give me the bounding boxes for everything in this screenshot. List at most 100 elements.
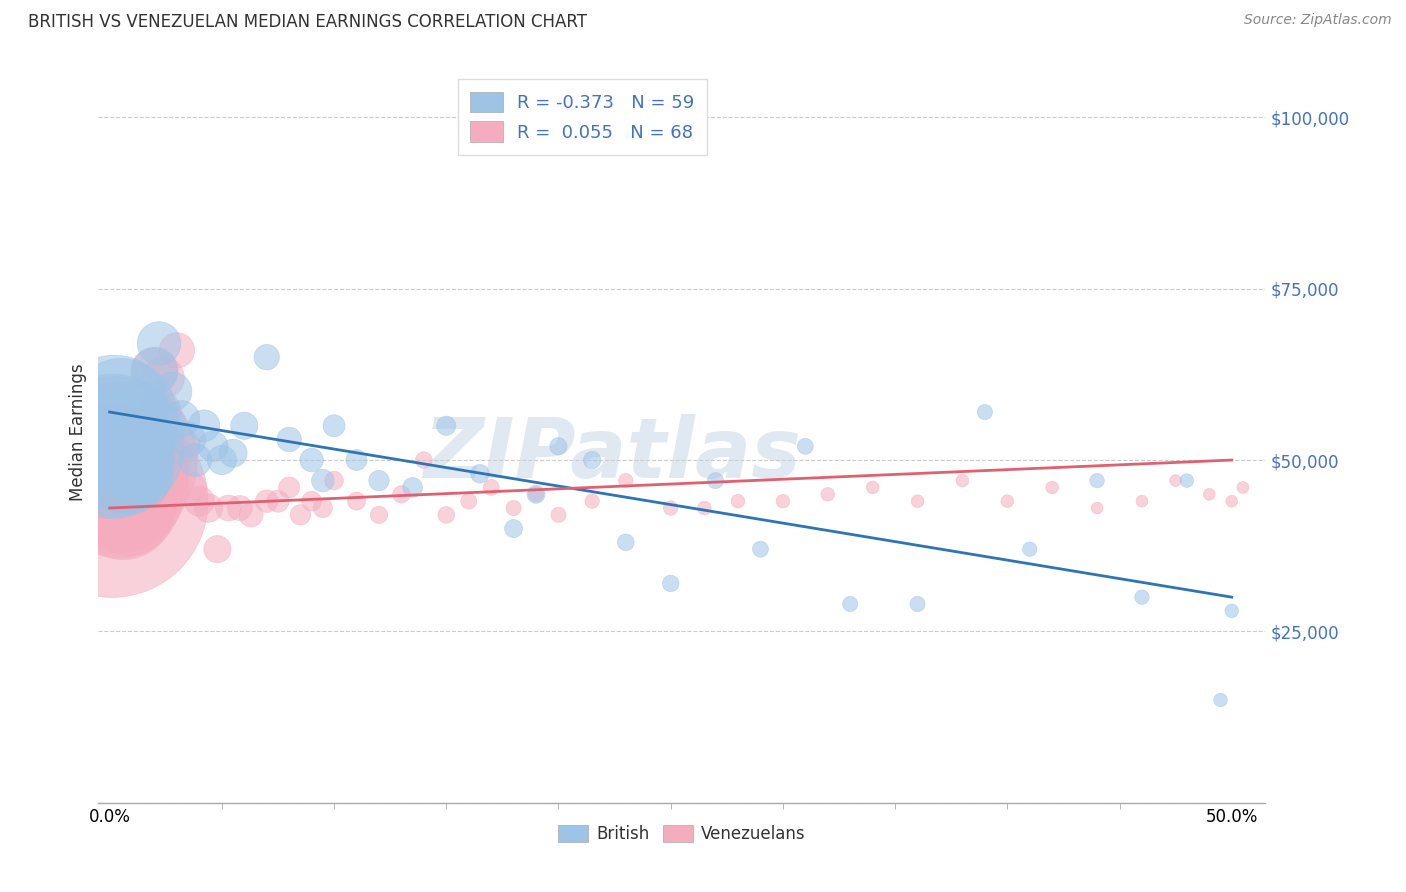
Point bbox=[704, 474, 727, 488]
Text: ZIPatlas: ZIPatlas bbox=[423, 414, 801, 495]
Point bbox=[267, 494, 290, 508]
Point bbox=[389, 487, 412, 501]
Point bbox=[278, 480, 301, 494]
Point bbox=[103, 453, 125, 467]
Point bbox=[240, 508, 263, 522]
Point bbox=[152, 371, 174, 385]
Point bbox=[346, 453, 368, 467]
Point bbox=[412, 453, 434, 467]
Point bbox=[141, 433, 163, 447]
Point bbox=[229, 501, 252, 516]
Point bbox=[139, 501, 162, 516]
Point bbox=[143, 364, 166, 378]
Point bbox=[817, 487, 839, 501]
Point bbox=[457, 494, 479, 508]
Point bbox=[162, 453, 184, 467]
Point bbox=[125, 474, 148, 488]
Point bbox=[1220, 604, 1243, 618]
Point bbox=[727, 494, 749, 508]
Point bbox=[207, 542, 229, 557]
Point bbox=[749, 542, 772, 557]
Point bbox=[256, 494, 278, 508]
Point bbox=[794, 439, 817, 453]
Text: Source: ZipAtlas.com: Source: ZipAtlas.com bbox=[1244, 13, 1392, 28]
Point bbox=[101, 439, 124, 453]
Point bbox=[114, 467, 136, 481]
Point bbox=[614, 474, 637, 488]
Point bbox=[118, 453, 141, 467]
Point bbox=[136, 467, 159, 481]
Point bbox=[170, 412, 193, 426]
Point bbox=[125, 405, 148, 419]
Point bbox=[907, 494, 929, 508]
Point bbox=[581, 494, 603, 508]
Point bbox=[952, 474, 974, 488]
Point bbox=[479, 480, 502, 494]
Point bbox=[1085, 501, 1108, 516]
Point bbox=[110, 398, 132, 412]
Point bbox=[1209, 693, 1232, 707]
Point bbox=[256, 350, 278, 364]
Point bbox=[112, 446, 135, 460]
Point bbox=[124, 494, 146, 508]
Point bbox=[1130, 494, 1153, 508]
Point bbox=[312, 501, 335, 516]
Point bbox=[973, 405, 995, 419]
Point bbox=[201, 439, 224, 453]
Point bbox=[103, 412, 125, 426]
Point bbox=[166, 343, 188, 358]
Point bbox=[995, 494, 1018, 508]
Point bbox=[1085, 474, 1108, 488]
Point bbox=[401, 480, 423, 494]
Point bbox=[1175, 474, 1198, 488]
Point bbox=[179, 480, 201, 494]
Point bbox=[128, 439, 150, 453]
Point bbox=[907, 597, 929, 611]
Point bbox=[1040, 480, 1063, 494]
Point bbox=[107, 487, 129, 501]
Point bbox=[1198, 487, 1220, 501]
Point bbox=[1130, 590, 1153, 604]
Point bbox=[1164, 474, 1187, 488]
Point bbox=[135, 446, 157, 460]
Point bbox=[136, 480, 159, 494]
Point bbox=[222, 446, 245, 460]
Point bbox=[368, 508, 391, 522]
Point bbox=[468, 467, 491, 481]
Point bbox=[581, 453, 603, 467]
Point bbox=[173, 439, 195, 453]
Point bbox=[693, 501, 716, 516]
Point bbox=[132, 453, 155, 467]
Point bbox=[118, 508, 141, 522]
Point bbox=[129, 487, 152, 501]
Point bbox=[434, 418, 457, 433]
Point bbox=[141, 494, 163, 508]
Point bbox=[101, 494, 124, 508]
Point bbox=[434, 508, 457, 522]
Point bbox=[547, 508, 569, 522]
Point bbox=[121, 487, 143, 501]
Point bbox=[278, 433, 301, 447]
Point bbox=[110, 467, 132, 481]
Point bbox=[155, 418, 177, 433]
Point bbox=[128, 501, 150, 516]
Point bbox=[114, 480, 136, 494]
Point bbox=[129, 474, 152, 488]
Point bbox=[107, 425, 129, 440]
Point bbox=[156, 474, 179, 488]
Point bbox=[177, 433, 200, 447]
Point bbox=[772, 494, 794, 508]
Point bbox=[659, 576, 682, 591]
Point bbox=[124, 459, 146, 474]
Point bbox=[1018, 542, 1040, 557]
Point bbox=[218, 501, 240, 516]
Point bbox=[659, 501, 682, 516]
Legend: British, Venezuelans: British, Venezuelans bbox=[551, 819, 813, 850]
Point bbox=[862, 480, 884, 494]
Point bbox=[323, 418, 346, 433]
Text: BRITISH VS VENEZUELAN MEDIAN EARNINGS CORRELATION CHART: BRITISH VS VENEZUELAN MEDIAN EARNINGS CO… bbox=[28, 13, 588, 31]
Point bbox=[184, 453, 207, 467]
Point bbox=[839, 597, 862, 611]
Point bbox=[105, 474, 128, 488]
Point bbox=[135, 494, 157, 508]
